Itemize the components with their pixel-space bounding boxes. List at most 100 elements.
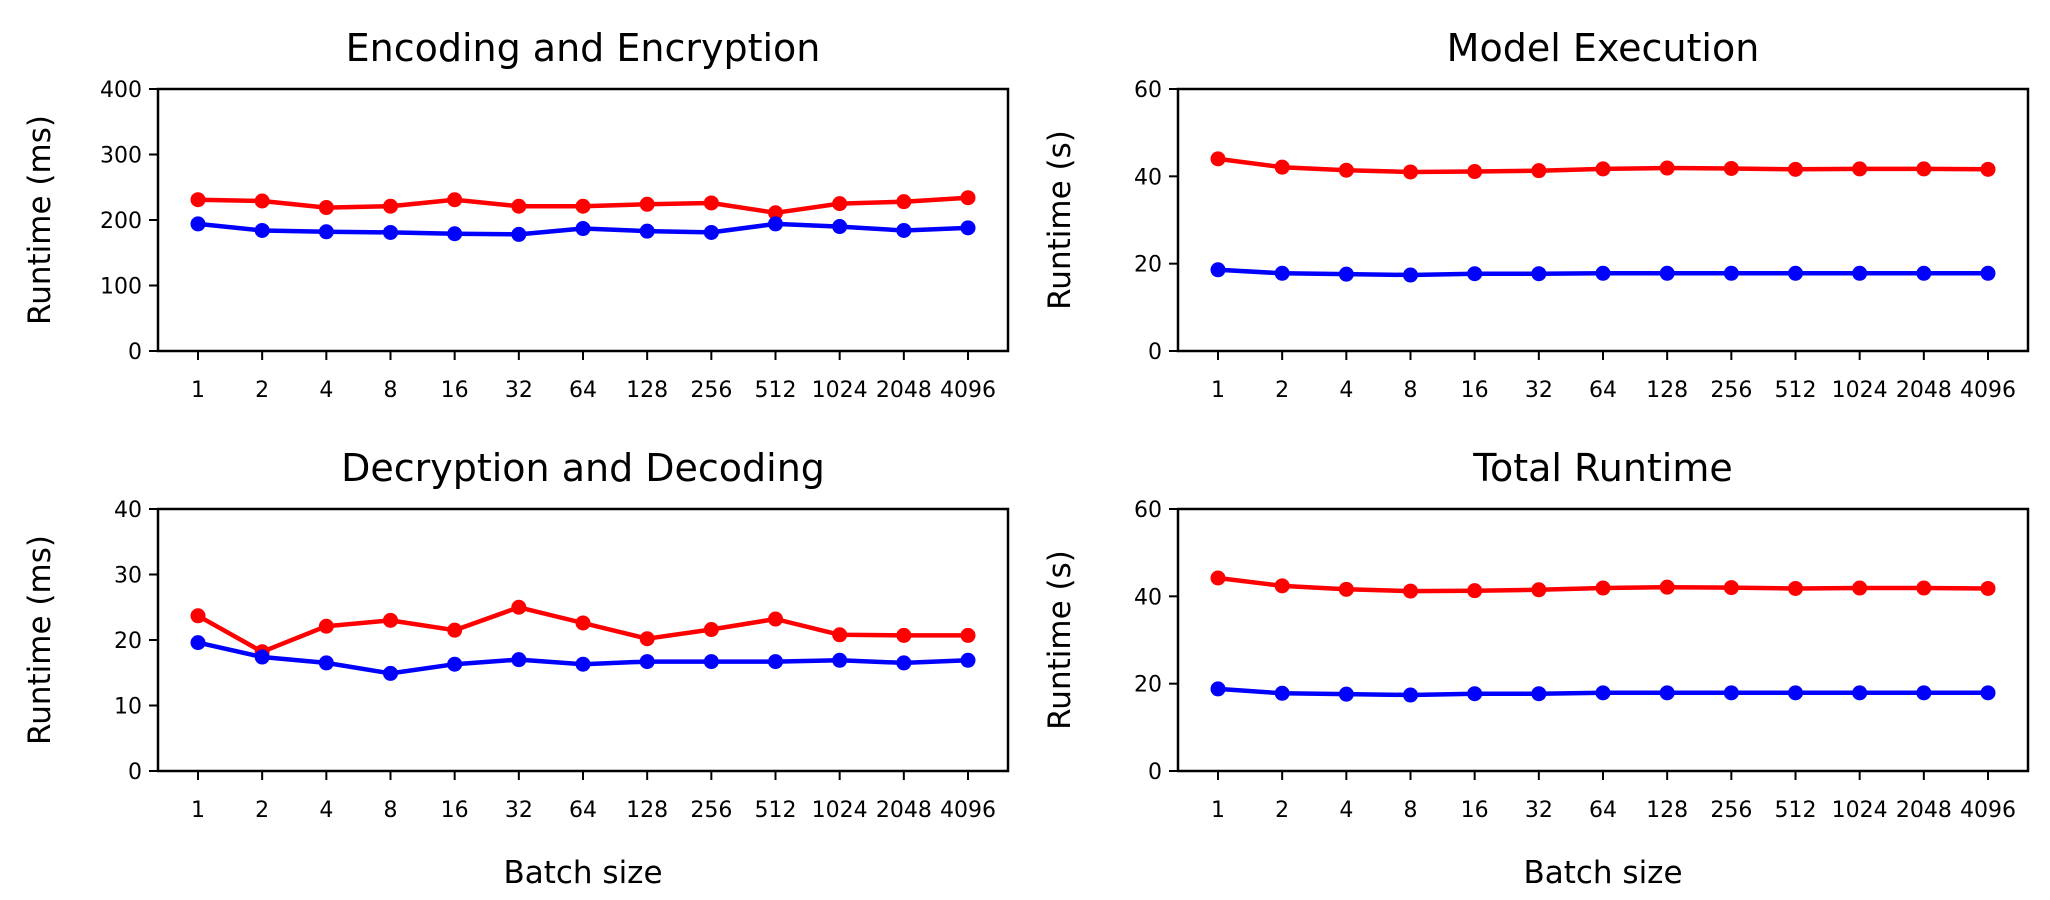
data-point-blue [1403, 687, 1418, 703]
x-tick-label: 8 [1404, 378, 1418, 403]
data-point-blue [1980, 685, 1996, 701]
data-point-red [1980, 580, 1996, 596]
data-point-red [1274, 159, 1290, 175]
data-point-blue [768, 654, 783, 670]
y-tick-label: 0 [128, 760, 142, 785]
data-point-blue [383, 224, 398, 240]
data-point-blue [575, 656, 591, 672]
chart-title: Encoding and Encryption [346, 26, 821, 70]
data-point-blue [960, 220, 976, 236]
x-tick-label: 2 [1275, 798, 1289, 823]
y-tick-label: 60 [1134, 78, 1162, 103]
x-tick-label: 64 [569, 378, 597, 403]
data-point-blue [1852, 265, 1868, 281]
data-point-blue [768, 216, 783, 232]
data-point-red [1467, 164, 1483, 180]
data-point-blue [703, 654, 719, 670]
x-tick-label: 2048 [876, 798, 932, 823]
data-point-blue [447, 226, 463, 242]
x-tick-label: 32 [1525, 378, 1553, 403]
data-point-red [254, 193, 270, 209]
x-axis-label: Batch size [503, 855, 662, 891]
data-point-red [1980, 161, 1996, 177]
data-point-red [639, 631, 655, 647]
data-point-red [1788, 161, 1803, 177]
y-tick-label: 0 [128, 340, 142, 365]
data-point-blue [960, 652, 976, 668]
data-point-red [1338, 162, 1354, 178]
data-point-blue [896, 655, 912, 671]
data-point-red [1916, 161, 1932, 177]
data-point-red [896, 627, 912, 643]
data-point-blue [318, 224, 334, 240]
x-tick-label: 32 [505, 798, 533, 823]
data-point-blue [190, 216, 206, 232]
data-point-blue [575, 221, 591, 237]
data-point-blue [1659, 265, 1675, 281]
x-tick-label: 128 [1646, 798, 1688, 823]
data-point-red [1338, 581, 1354, 597]
data-point-blue [1788, 685, 1803, 701]
data-point-red [190, 608, 206, 624]
x-tick-label: 4 [319, 378, 333, 403]
y-axis-label: Runtime (s) [1042, 550, 1078, 730]
data-point-blue [511, 226, 527, 242]
x-tick-label: 2048 [1896, 378, 1952, 403]
x-tick-label: 2 [1275, 378, 1289, 403]
x-tick-label: 4 [319, 798, 333, 823]
y-tick-label: 100 [100, 275, 142, 300]
x-tick-label: 1024 [812, 798, 868, 823]
x-tick-label: 128 [1646, 378, 1688, 403]
data-point-blue [1723, 265, 1739, 281]
data-point-red [896, 194, 912, 210]
data-point-blue [254, 222, 270, 238]
x-tick-label: 1 [1211, 798, 1225, 823]
data-point-red [768, 205, 783, 221]
x-tick-label: 64 [1589, 378, 1617, 403]
data-point-blue [1531, 266, 1547, 282]
x-tick-label: 1024 [812, 378, 868, 403]
data-point-red [1723, 160, 1739, 176]
x-tick-label: 256 [1710, 798, 1752, 823]
data-point-red [383, 198, 398, 214]
data-point-blue [1274, 685, 1290, 701]
data-point-red [575, 615, 591, 631]
x-tick-label: 16 [1461, 798, 1489, 823]
data-point-blue [832, 219, 848, 235]
data-point-red [1467, 583, 1483, 599]
data-point-blue [1723, 685, 1739, 701]
data-point-blue [1338, 266, 1354, 282]
data-point-blue [1467, 686, 1483, 702]
data-point-red [768, 611, 783, 627]
x-tick-label: 32 [1525, 798, 1553, 823]
data-point-red [1659, 579, 1675, 595]
y-tick-label: 20 [1134, 253, 1162, 278]
data-point-blue [1916, 265, 1932, 281]
data-point-blue [1210, 681, 1226, 697]
data-point-red [1274, 578, 1290, 594]
data-point-blue [511, 652, 527, 668]
plot-frame [1176, 507, 2030, 773]
data-point-red [1531, 163, 1547, 179]
x-tick-label: 512 [1775, 378, 1817, 403]
data-point-red [1210, 151, 1226, 167]
data-point-blue [318, 655, 334, 671]
x-tick-label: 256 [690, 798, 732, 823]
y-tick-label: 40 [1134, 165, 1162, 190]
data-point-blue [254, 649, 270, 665]
x-tick-label: 16 [441, 378, 469, 403]
x-tick-label: 64 [569, 798, 597, 823]
data-point-red [190, 192, 206, 208]
y-tick-label: 300 [100, 144, 142, 169]
data-point-red [832, 196, 848, 212]
x-tick-label: 1 [191, 798, 205, 823]
y-axis-label: Runtime (s) [1042, 130, 1078, 310]
data-point-blue [383, 665, 398, 681]
data-point-red [1595, 161, 1611, 177]
data-point-red [1723, 580, 1739, 596]
data-point-blue [1659, 685, 1675, 701]
x-axis-label: Batch size [1523, 855, 1682, 891]
data-point-blue [1916, 685, 1932, 701]
data-point-red [1595, 580, 1611, 596]
